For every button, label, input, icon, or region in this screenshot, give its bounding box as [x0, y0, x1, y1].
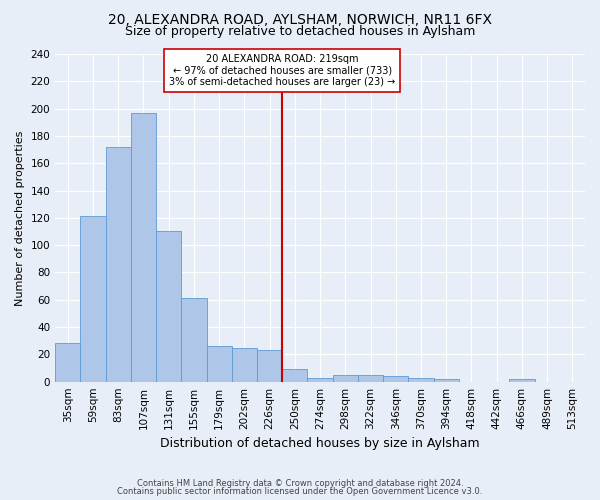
- Bar: [332, 375, 358, 382]
- X-axis label: Distribution of detached houses by size in Aylsham: Distribution of detached houses by size …: [160, 437, 480, 450]
- Bar: [55, 344, 80, 382]
- Y-axis label: Number of detached properties: Number of detached properties: [15, 130, 25, 306]
- Text: 20, ALEXANDRA ROAD, AYLSHAM, NORWICH, NR11 6FX: 20, ALEXANDRA ROAD, AYLSHAM, NORWICH, NR…: [108, 12, 492, 26]
- Bar: [156, 232, 181, 382]
- Bar: [206, 346, 232, 382]
- Bar: [434, 379, 459, 382]
- Bar: [307, 378, 332, 382]
- Text: 20 ALEXANDRA ROAD: 219sqm
← 97% of detached houses are smaller (733)
3% of semi-: 20 ALEXANDRA ROAD: 219sqm ← 97% of detac…: [169, 54, 395, 87]
- Bar: [80, 216, 106, 382]
- Bar: [131, 112, 156, 382]
- Bar: [383, 376, 409, 382]
- Bar: [181, 298, 206, 382]
- Bar: [232, 348, 257, 382]
- Bar: [509, 379, 535, 382]
- Text: Contains HM Land Registry data © Crown copyright and database right 2024.: Contains HM Land Registry data © Crown c…: [137, 478, 463, 488]
- Bar: [358, 375, 383, 382]
- Bar: [282, 370, 307, 382]
- Text: Contains public sector information licensed under the Open Government Licence v3: Contains public sector information licen…: [118, 487, 482, 496]
- Bar: [409, 378, 434, 382]
- Bar: [106, 147, 131, 382]
- Text: Size of property relative to detached houses in Aylsham: Size of property relative to detached ho…: [125, 25, 475, 38]
- Bar: [257, 350, 282, 382]
